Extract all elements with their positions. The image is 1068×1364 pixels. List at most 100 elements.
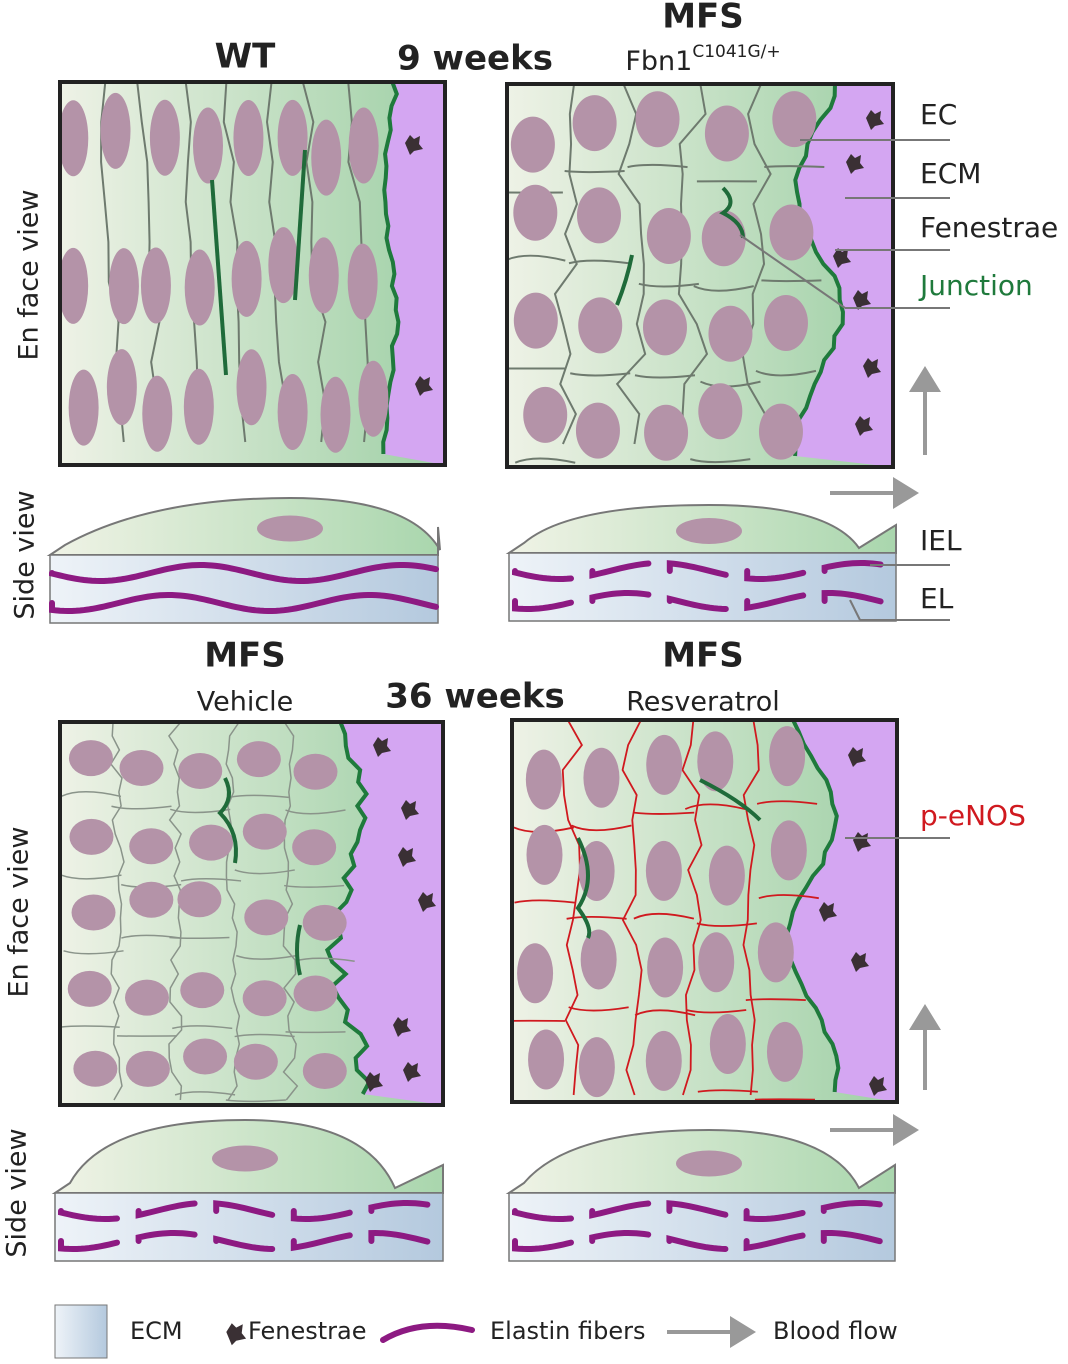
fenestra — [851, 952, 869, 972]
nucleus — [308, 237, 339, 314]
flow-arrow-head — [730, 1316, 756, 1348]
nucleus — [293, 753, 338, 790]
annotation: Junction — [918, 269, 1033, 302]
elastin-fiber — [666, 595, 729, 612]
nucleus — [769, 204, 814, 261]
nucleus — [676, 518, 742, 544]
junction — [293, 149, 307, 301]
nucleus — [697, 731, 734, 792]
elastin-fiber — [512, 1208, 574, 1223]
nucleus — [67, 970, 112, 1007]
cell-border — [627, 163, 688, 169]
side-view — [505, 503, 897, 622]
fenestra — [393, 1017, 411, 1037]
fenestra — [853, 290, 871, 310]
elastin-fiber — [290, 1208, 353, 1223]
legend-swatch — [54, 1304, 108, 1359]
cell-border — [634, 811, 695, 815]
nucleus — [257, 515, 323, 542]
nucleus — [71, 894, 116, 931]
nucleus — [140, 247, 171, 324]
nucleus — [311, 119, 342, 196]
panel-frame — [510, 718, 899, 1104]
cell-border — [764, 165, 825, 169]
cell-border — [638, 282, 699, 288]
junction — [699, 778, 762, 822]
junction — [719, 186, 745, 239]
elastin-fiber — [589, 1200, 652, 1219]
nucleus — [528, 1029, 565, 1090]
nucleus — [68, 369, 99, 446]
elastin-fiber — [49, 562, 439, 585]
cell-border — [693, 285, 754, 292]
elastin-fiber — [820, 1199, 883, 1214]
panel-subtitle: Vehicle — [197, 687, 294, 718]
nucleus — [142, 375, 173, 452]
en-face-panel — [510, 718, 899, 1104]
edge-junction — [381, 82, 401, 455]
nucleus — [73, 1050, 118, 1087]
annotation: EC — [920, 98, 957, 131]
nucleus — [698, 932, 735, 993]
nucleus — [242, 980, 287, 1017]
view-label: Side view — [10, 490, 41, 619]
cell-border — [633, 912, 695, 920]
nucleus — [698, 383, 743, 440]
nucleus — [178, 753, 223, 790]
elastin-fiber — [135, 1229, 198, 1244]
nucleus — [708, 845, 745, 906]
nucleus — [708, 305, 753, 362]
nucleus — [577, 187, 622, 244]
cell-border — [745, 998, 806, 1002]
cell-border — [561, 720, 583, 1096]
view-label: En face view — [14, 189, 45, 360]
nucleus — [645, 840, 682, 901]
cell-border — [566, 915, 627, 920]
nucleus — [236, 349, 267, 426]
fenestra — [373, 737, 391, 757]
cell-border — [169, 936, 230, 940]
elastin-fiber — [135, 1200, 198, 1219]
cell-border — [756, 800, 818, 805]
nucleus — [709, 1014, 746, 1075]
legend-label: ECM — [130, 1317, 183, 1345]
junction — [295, 924, 302, 976]
cell-border — [61, 874, 122, 880]
nucleus — [510, 116, 555, 173]
nucleus — [583, 747, 620, 808]
illustration — [46, 80, 950, 1359]
elastin-fiber — [820, 1229, 883, 1245]
nucleus — [772, 91, 817, 148]
nucleus — [183, 368, 214, 445]
panel-content — [60, 82, 445, 465]
cell-border — [63, 950, 124, 955]
junction — [575, 837, 592, 939]
cell-border — [636, 481, 696, 484]
elastin-fiber — [290, 1232, 353, 1252]
cell-border — [696, 922, 757, 927]
fenestra — [848, 747, 866, 767]
cell-border — [621, 720, 643, 1096]
nucleus — [645, 1030, 682, 1091]
nucleus — [192, 107, 223, 184]
nucleus — [69, 818, 114, 855]
annotation: IEL — [920, 524, 962, 557]
panel-frame — [58, 720, 445, 1107]
nucleus — [701, 210, 746, 267]
elastin-fiber — [58, 1208, 120, 1223]
cell-border — [236, 954, 297, 960]
cell-side — [46, 496, 441, 556]
nucleus — [526, 824, 563, 885]
cell-border — [570, 372, 631, 377]
nucleus — [106, 349, 137, 426]
nucleus — [646, 207, 691, 264]
cell-border — [677, 84, 709, 445]
fenestra — [418, 892, 436, 912]
nucleus — [635, 91, 680, 148]
cell-border — [615, 84, 647, 445]
junction — [217, 777, 238, 864]
nucleus — [575, 402, 620, 459]
cell-border — [60, 791, 122, 798]
nucleus — [572, 95, 617, 152]
view-label: En face view — [4, 826, 35, 997]
